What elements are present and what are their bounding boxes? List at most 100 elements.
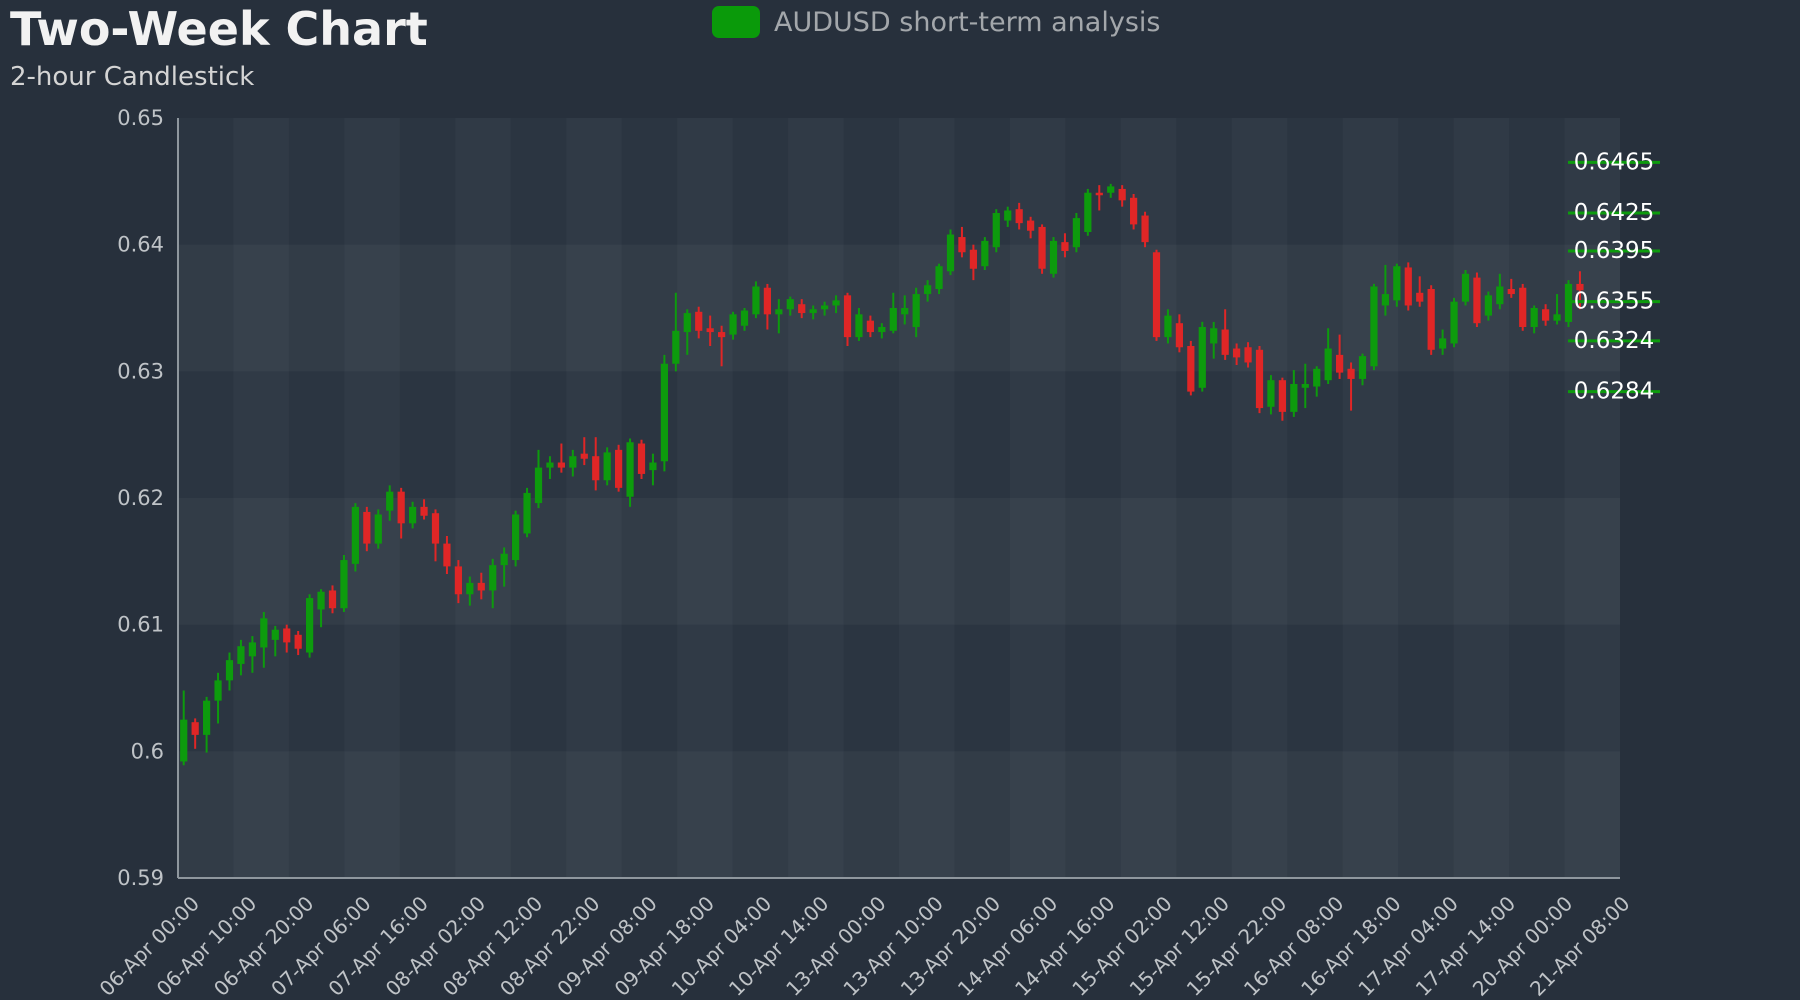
candle-body [260,618,268,648]
candle-body [1049,240,1058,274]
legend-swatch-icon [712,6,760,38]
candle-body [695,311,703,331]
candle [1095,185,1103,211]
candle [203,696,211,753]
candle-body [1473,277,1481,324]
candle-body [1107,186,1115,193]
candle-body [843,295,852,338]
candle [1416,276,1424,307]
candle [1244,342,1252,368]
candle [752,281,760,319]
x-tick-label: 15-Apr 22:00 [1182,891,1291,1000]
candle [454,560,462,604]
candle [1427,285,1435,355]
candle-body [512,514,520,561]
candle [981,237,989,270]
x-tick-label: 16-Apr 08:00 [1239,891,1348,1000]
candle [1038,224,1046,274]
candle-body [775,309,783,315]
candle [1496,273,1504,310]
candle [271,625,279,657]
price-level-label: 0.6395 [1574,238,1654,264]
candle [443,536,451,574]
candle-body [992,213,1000,248]
page-title: Two-Week Chart [10,2,428,56]
candle [878,323,886,339]
candle [557,443,565,473]
candle-body [1164,315,1172,338]
candle [958,226,966,258]
candle [431,509,440,562]
candle [1507,278,1515,298]
x-tick-label: 08-Apr 02:00 [381,891,490,1000]
x-tick-label: 06-Apr 20:00 [209,891,318,1000]
candle-body [798,304,806,314]
candle-body [237,646,245,664]
candle-body [351,506,359,564]
candle [969,244,977,281]
candle-body [500,553,508,566]
candle-body [1278,380,1286,412]
x-tick-label: 13-Apr 10:00 [838,891,947,1000]
candle-body [191,722,199,735]
candle-body [214,680,222,701]
candle [386,485,394,521]
x-tick-label: 09-Apr 08:00 [552,891,661,1000]
candle-body [626,442,634,497]
candle [706,315,714,346]
candle-body [1313,368,1321,387]
candle [1152,249,1161,341]
candle [1324,328,1332,384]
x-tick-label: 06-Apr 00:00 [95,891,204,1000]
candle-body [683,313,691,333]
y-axis-labels: 0.65 0.64 0.63 0.62 0.61 0.6 0.59 [117,106,164,890]
candle-body [981,240,989,267]
candle [1381,264,1389,316]
candle [466,576,474,606]
y-tick-label: 0.6 [131,739,164,763]
candle [340,555,348,612]
candle [637,439,646,479]
candle [1564,280,1573,327]
candle [363,506,371,552]
candle [889,292,897,334]
candle [1530,305,1538,334]
candle [409,501,417,529]
candle-body [946,234,955,272]
x-tick-label: 14-Apr 06:00 [953,891,1062,1000]
candle [1049,237,1058,278]
candle-body [489,565,497,591]
candle [1118,185,1126,207]
candle-body [718,332,726,338]
x-tick-label: 17-Apr 04:00 [1353,891,1462,1000]
candle-body [557,462,565,468]
candle [695,306,703,339]
candle [294,631,302,656]
chart-subtitle: 2-hour Candlestick [10,62,255,92]
candle-body [924,285,932,295]
candle-body [1519,287,1527,327]
candle-body [431,513,440,544]
candle-body [1038,226,1046,269]
candle-body [420,506,428,516]
candle [1313,366,1321,397]
candle-body [443,543,451,567]
candle [489,558,497,609]
x-tick-label: 20-Apr 00:00 [1468,891,1577,1000]
candle-body [1152,252,1161,338]
price-level-label: 0.6465 [1574,149,1654,175]
y-tick-label: 0.65 [117,106,164,130]
candle-body [225,660,234,681]
candle-body [821,305,829,310]
candle [855,308,863,341]
candle [1107,183,1115,198]
candles [180,183,1584,766]
candle-body [203,700,211,735]
candle [615,444,623,492]
candle [832,295,840,314]
candle-body [534,467,543,504]
candle [397,487,405,539]
candle-body [752,286,760,315]
candle-body [660,363,668,462]
